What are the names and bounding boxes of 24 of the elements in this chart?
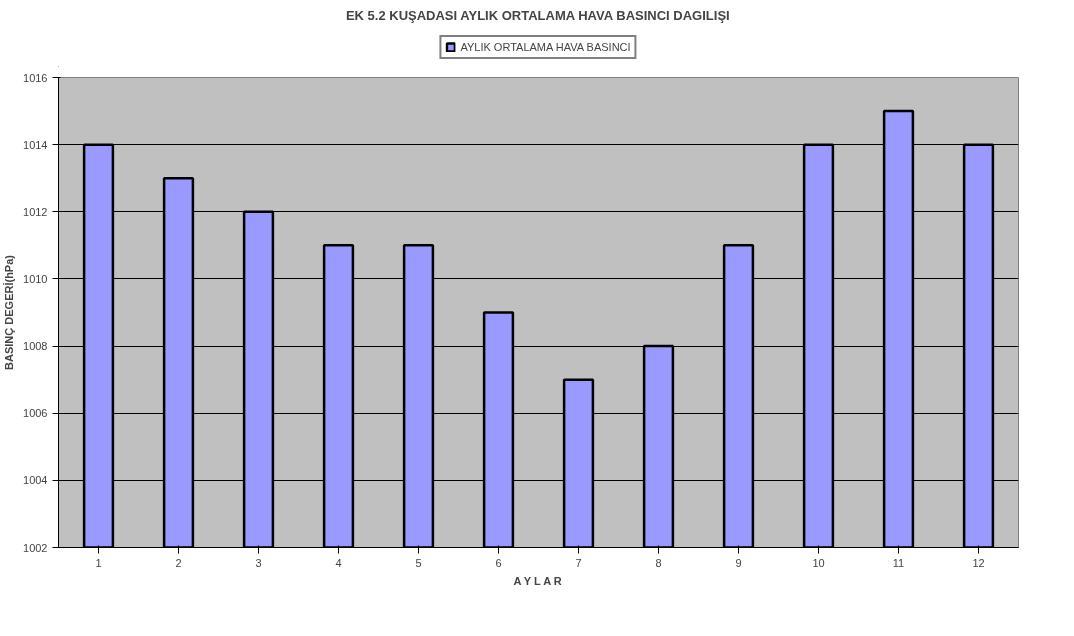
x-tick-label: 1 <box>95 556 102 569</box>
y-tick-label: 1014 <box>23 138 48 151</box>
y-tick-label: 1008 <box>23 340 48 353</box>
x-tick-label: 11 <box>892 556 905 569</box>
y-tick-label: 1006 <box>23 407 48 420</box>
y-tick-label: 1004 <box>23 474 48 487</box>
x-tick-label: 6 <box>495 556 502 569</box>
x-axis-title: A Y L A R <box>513 574 562 587</box>
y-tick-label: 1016 <box>23 71 48 84</box>
x-tick-label: 4 <box>335 556 342 569</box>
x-tick-label: 2 <box>175 556 182 569</box>
x-tick-label: 10 <box>812 556 825 569</box>
y-tick-label: 1002 <box>23 541 48 554</box>
legend-label: AYLIK ORTALAMA HAVA BASINCI <box>460 41 631 53</box>
x-tick-label: 5 <box>415 556 422 569</box>
x-tick-label: 8 <box>655 556 662 569</box>
y-tick-label: 1012 <box>23 205 48 218</box>
x-tick-label: 9 <box>735 556 742 569</box>
x-tick-label: 7 <box>575 556 582 569</box>
x-tick-label: 3 <box>255 556 262 569</box>
chart-title: EK 5.2 KUŞADASI AYLIK ORTALAMA HAVA BASINCI DAGILIŞI <box>345 7 730 23</box>
y-axis-title: BASINÇ DEGERİ(hPa) <box>3 254 16 370</box>
x-tick-label: 12 <box>972 556 985 569</box>
y-tick-label: 1010 <box>23 272 48 285</box>
